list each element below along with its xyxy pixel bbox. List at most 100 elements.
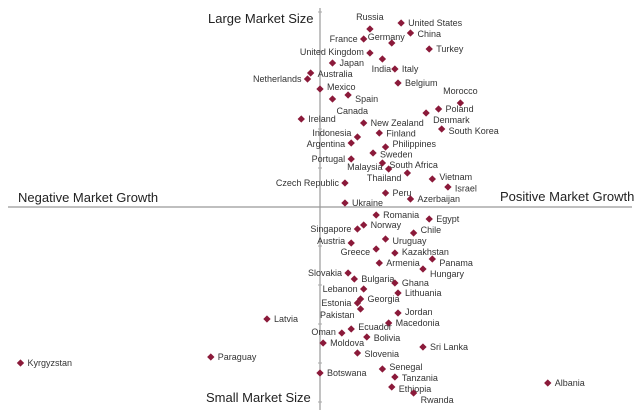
point-label: Kyrgyzstan	[27, 358, 72, 368]
point-label: India	[372, 64, 392, 74]
data-point-sweden	[369, 149, 377, 157]
point-label: Australia	[318, 69, 353, 79]
data-point-romania	[372, 211, 380, 219]
point-label: Chile	[421, 225, 442, 235]
point-label: Romania	[383, 210, 419, 220]
data-point-rwanda	[409, 389, 418, 397]
data-point-israel	[444, 183, 452, 191]
data-point-tanzania	[391, 373, 399, 381]
data-point-azerbaijan	[406, 195, 415, 203]
data-point-senegal	[378, 365, 387, 373]
point-label: Paraguay	[218, 352, 257, 362]
data-point-poland	[434, 105, 443, 113]
point-label: Vietnam	[439, 172, 472, 182]
point-label: Belgium	[405, 78, 438, 88]
data-point-india	[378, 55, 387, 63]
point-label: Rwanda	[421, 395, 454, 405]
point-label: Turkey	[436, 44, 464, 54]
data-point-china	[406, 29, 415, 37]
point-label: Spain	[355, 94, 378, 104]
data-point-australia	[306, 69, 315, 77]
point-label: Ukraine	[352, 198, 383, 208]
data-point-indonesia	[353, 133, 362, 141]
point-label: Morocco	[443, 86, 478, 96]
point-label: Georgia	[368, 294, 400, 304]
data-point-lithuania	[394, 289, 402, 297]
data-point-pakistan	[356, 305, 365, 313]
data-point-ghana	[391, 279, 399, 287]
point-label: Lithuania	[405, 288, 442, 298]
data-point-malaysia	[384, 165, 393, 173]
point-label: Jordan	[405, 307, 433, 317]
data-point-south-korea	[438, 125, 446, 133]
data-point-armenia	[375, 259, 383, 267]
point-label: Kazakhstan	[402, 247, 449, 257]
data-point-moldova	[319, 339, 327, 347]
point-label: Germany	[368, 32, 406, 42]
point-label: Armenia	[386, 258, 420, 268]
point-label: Sri Lanka	[430, 342, 468, 352]
point-label: Portugal	[312, 154, 346, 164]
data-point-macedonia	[384, 319, 393, 327]
quadrant-label-top: Large Market Size	[208, 11, 314, 26]
point-label: Lebanon	[323, 284, 358, 294]
data-point-czech-republic	[341, 179, 349, 187]
data-point-portugal	[347, 155, 355, 163]
data-point-albania	[544, 379, 552, 387]
data-point-canada	[328, 95, 337, 103]
point-label: Botswana	[327, 368, 367, 378]
data-point-ireland	[297, 115, 305, 123]
data-point-spain	[344, 91, 352, 99]
data-point-singapore	[353, 225, 362, 233]
data-point-denmark	[422, 109, 430, 117]
data-point-peru	[381, 189, 390, 197]
point-label: Egypt	[436, 214, 460, 224]
data-point-netherlands	[303, 75, 312, 83]
point-label: Greece	[341, 247, 371, 257]
data-point-lebanon	[360, 285, 368, 293]
point-label: Senegal	[389, 362, 422, 372]
data-point-ecuador	[347, 325, 355, 333]
data-point-belgium	[394, 79, 402, 87]
point-label: Singapore	[310, 224, 351, 234]
data-point-bolivia	[363, 333, 371, 341]
point-label: Ethiopia	[399, 384, 432, 394]
data-point-latvia	[263, 315, 271, 323]
point-label: Austria	[317, 236, 345, 246]
data-point-botswana	[316, 369, 324, 377]
point-label: Canada	[336, 106, 368, 116]
point-label: Ireland	[308, 114, 336, 124]
point-label: South Korea	[449, 126, 499, 136]
point-label: Netherlands	[253, 74, 302, 84]
point-label: Moldova	[330, 338, 364, 348]
data-point-sri-lanka	[419, 343, 427, 351]
data-point-slovenia	[353, 349, 362, 357]
point-label: Ecuador	[358, 322, 392, 332]
point-label: Bulgaria	[361, 274, 394, 284]
point-label: Japan	[339, 58, 364, 68]
point-label: Slovenia	[364, 349, 399, 359]
point-label: Indonesia	[312, 128, 351, 138]
data-point-kyrgyzstan	[16, 359, 25, 367]
data-point-panama	[428, 255, 436, 263]
data-point-finland	[375, 129, 383, 137]
data-point-greece	[372, 245, 380, 253]
data-point-united-states	[397, 19, 405, 27]
point-label: New Zealand	[371, 118, 424, 128]
data-point-oman	[338, 329, 346, 337]
point-label: Macedonia	[396, 318, 440, 328]
point-label: Slovakia	[308, 268, 342, 278]
quadrant-label-bottom: Small Market Size	[206, 390, 311, 405]
data-point-bulgaria	[350, 275, 358, 283]
data-point-egypt	[425, 215, 433, 223]
point-label: Denmark	[433, 115, 470, 125]
point-label: China	[417, 29, 441, 39]
point-label: Pakistan	[320, 310, 355, 320]
data-point-austria	[347, 239, 355, 247]
point-label: Italy	[402, 64, 419, 74]
data-point-estonia	[353, 299, 362, 307]
point-label: France	[330, 34, 358, 44]
point-label: Malaysia	[347, 162, 383, 172]
point-label: Oman	[311, 327, 336, 337]
